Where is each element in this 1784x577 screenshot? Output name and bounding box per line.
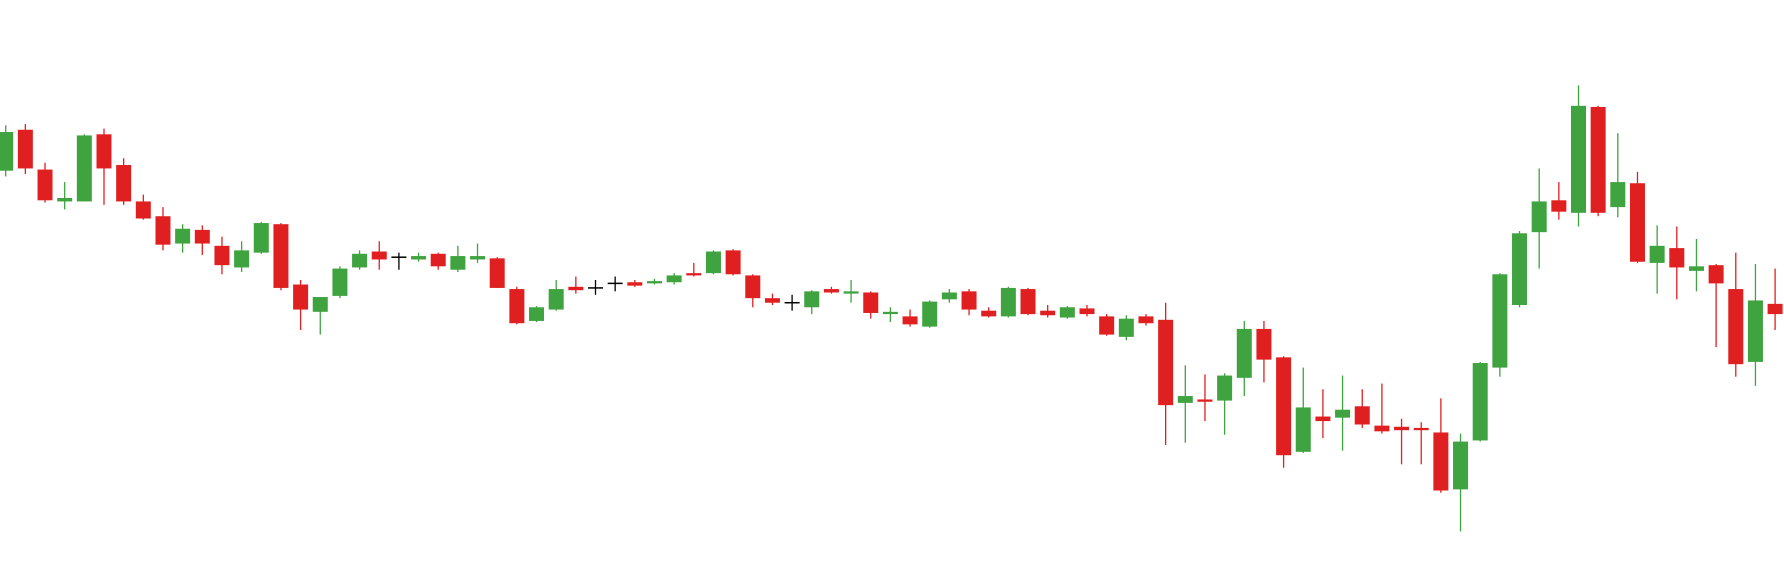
candle-body [1059,307,1075,318]
candle-body [1256,328,1272,360]
candle-body [1040,310,1056,316]
candle-body [1177,396,1193,403]
candle-body [1236,328,1252,378]
candle-body [371,251,387,260]
candle-body [1374,425,1390,432]
candle-body [1767,303,1783,315]
candle-body [1708,265,1724,284]
candle-body [194,229,210,244]
candle-body [1453,441,1469,490]
candle-body [1747,300,1763,362]
candle-body [529,307,545,321]
candle-body [17,129,33,169]
candle-body [1000,287,1016,317]
candle-body [489,258,505,288]
candle-body [568,286,584,291]
candle-body [1610,182,1626,208]
candle-body [37,169,53,201]
candle-body [1472,363,1488,441]
candle-body [450,256,466,270]
candle-body [1590,106,1606,213]
candle-body [1295,407,1311,452]
candle-body [0,132,14,171]
candle-body [1571,105,1586,213]
candle-body [411,256,427,260]
candle-body [1020,289,1036,315]
candle-body [1688,266,1704,271]
candle-body [725,250,741,275]
candle-body [843,291,859,294]
candle-body [548,289,564,310]
candle-body [1728,289,1744,365]
candle-body [1531,201,1547,233]
candle-body [332,268,348,296]
candle-body [705,251,721,274]
candle-body [922,301,938,327]
candle-body [214,245,230,266]
candle-body [745,275,761,299]
candle-body [430,253,446,267]
candle-body [1492,274,1508,368]
candle-body [1197,399,1213,402]
candle-body [1217,375,1233,401]
candle-body [941,292,957,300]
candle-body [863,292,879,313]
candle-body [76,135,92,202]
candle-body [804,291,820,308]
candle-body [627,282,643,286]
candle-body [175,228,191,244]
candle-body [882,311,898,315]
candle-body [273,224,289,288]
candle-body [1335,409,1351,418]
candle-body [1669,248,1685,268]
candle-body [1629,183,1645,262]
candle-body [823,289,839,293]
candle-body [1158,319,1174,406]
candle-body [1649,245,1665,263]
candle-body [1354,406,1370,425]
candle-body [253,223,269,253]
candle-body [1413,427,1429,431]
candle-body [1138,316,1154,324]
candle-body [1079,308,1095,315]
candle-body [312,297,328,312]
candle-body [1512,233,1528,306]
candle-body [764,298,780,303]
candle-body [1315,416,1331,422]
candle-body [1099,316,1115,335]
candle-body [686,273,702,276]
candle-body [234,250,250,268]
candle-body [666,275,682,283]
candle-body [116,165,132,202]
candle-body [646,281,662,284]
candle-body [961,291,977,310]
candle-body [1118,318,1134,337]
candle-body [96,134,112,169]
candle-body [293,284,309,310]
candle-body [1551,200,1567,212]
candle-body [1276,357,1292,456]
candle-body [509,289,525,324]
candle-body [1394,426,1410,431]
candle-body [57,198,73,202]
candle-body [981,310,997,317]
candle-body [155,216,171,245]
candle-body [470,256,486,260]
candle-body [902,316,918,325]
candle-body [352,253,368,268]
candle-body [135,201,151,219]
candle-body [1433,432,1449,491]
